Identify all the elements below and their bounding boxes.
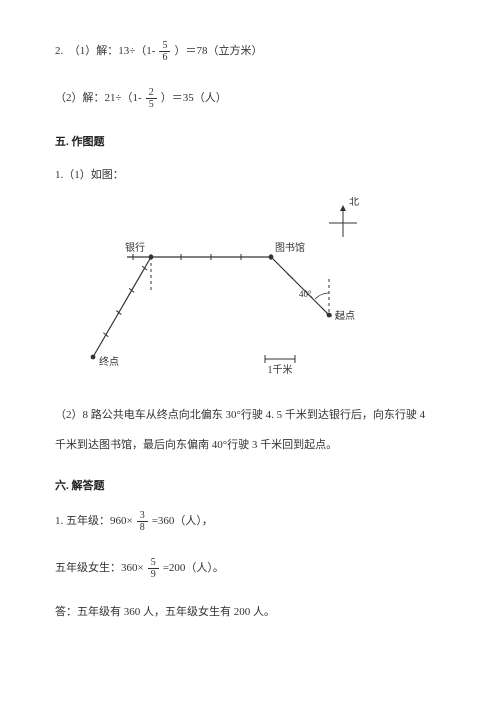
svg-text:起点: 起点 xyxy=(335,310,355,322)
svg-text:图书馆: 图书馆 xyxy=(275,241,305,254)
svg-text:终点: 终点 xyxy=(99,355,119,368)
text: ）＝78（立方米） xyxy=(174,43,262,60)
section-5-header: 五. 作图题 xyxy=(55,134,445,151)
text: 1. 五年级：960× xyxy=(55,513,133,530)
text: （2）解：21÷（1- xyxy=(55,90,142,107)
denominator: 5 xyxy=(146,99,157,110)
text: ）＝35（人） xyxy=(161,90,227,107)
text: =360（人）， xyxy=(152,513,213,530)
fraction: 3 8 xyxy=(137,510,148,533)
svg-text:40°: 40° xyxy=(299,289,312,299)
fraction: 5 9 xyxy=(148,557,159,580)
section-5-para2-line2: 千米到达图书馆，最后向东偏南 40°行驶 3 千米回到起点。 xyxy=(55,437,445,454)
fraction: 2 5 xyxy=(146,87,157,110)
svg-text:银行: 银行 xyxy=(125,241,145,254)
problem-2-part2: （2）解：21÷（1- 2 5 ）＝35（人） xyxy=(55,87,445,110)
text: 2. （1）解：13÷（1- xyxy=(55,43,155,60)
denominator: 6 xyxy=(159,52,170,63)
text: 五年级女生：360× xyxy=(55,560,144,577)
section-6-line2: 五年级女生：360× 5 9 =200（人）。 xyxy=(55,557,445,580)
numerator: 2 xyxy=(146,87,157,99)
problem-2-part1: 2. （1）解：13÷（1- 5 6 ）＝78（立方米） xyxy=(55,40,445,63)
route-diagram: 北银行 图书馆起点终点 40° 1千米 xyxy=(55,197,445,383)
denominator: 9 xyxy=(148,569,159,580)
section-6-answer: 答：五年级有 360 人，五年级女生有 200 人。 xyxy=(55,604,445,621)
text: =200（人）。 xyxy=(163,560,224,577)
svg-text:1千米: 1千米 xyxy=(268,363,293,376)
denominator: 8 xyxy=(137,522,148,533)
section-6-line1: 1. 五年级：960× 3 8 =360（人）， xyxy=(55,510,445,533)
numerator: 5 xyxy=(159,40,170,52)
section-5-sub1: 1.（1）如图： xyxy=(55,167,445,184)
fraction: 5 6 xyxy=(159,40,170,63)
svg-text:北: 北 xyxy=(349,197,359,208)
section-5-para2-line1: （2）8 路公共电车从终点向北偏东 30°行驶 4. 5 千米到达银行后，向东行… xyxy=(55,407,445,424)
numerator: 3 xyxy=(137,510,148,522)
diagram-svg: 北银行 图书馆起点终点 40° 1千米 xyxy=(55,197,385,377)
section-6-header: 六. 解答题 xyxy=(55,478,445,495)
numerator: 5 xyxy=(148,557,159,569)
